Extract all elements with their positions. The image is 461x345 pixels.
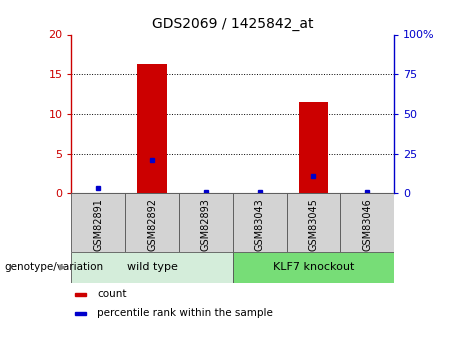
Text: GSM83043: GSM83043 — [254, 198, 265, 250]
Bar — [71, 193, 125, 252]
Bar — [75, 293, 86, 296]
Text: wild type: wild type — [127, 263, 177, 272]
Bar — [233, 252, 394, 283]
Bar — [179, 193, 233, 252]
Text: GSM82893: GSM82893 — [201, 198, 211, 251]
Text: GSM83046: GSM83046 — [362, 198, 372, 250]
Text: KLF7 knockout: KLF7 knockout — [273, 263, 354, 272]
Text: GSM83045: GSM83045 — [308, 198, 319, 251]
Bar — [137, 64, 167, 193]
Bar — [233, 193, 287, 252]
Bar — [75, 312, 86, 315]
Bar — [287, 193, 340, 252]
Title: GDS2069 / 1425842_at: GDS2069 / 1425842_at — [152, 17, 313, 31]
Text: percentile rank within the sample: percentile rank within the sample — [97, 308, 273, 318]
Bar — [71, 252, 233, 283]
Bar — [125, 193, 179, 252]
Text: GSM82891: GSM82891 — [93, 198, 103, 251]
Bar — [340, 193, 394, 252]
Text: count: count — [97, 289, 127, 299]
Bar — [299, 102, 328, 193]
Text: GSM82892: GSM82892 — [147, 198, 157, 251]
Text: genotype/variation: genotype/variation — [5, 263, 104, 272]
